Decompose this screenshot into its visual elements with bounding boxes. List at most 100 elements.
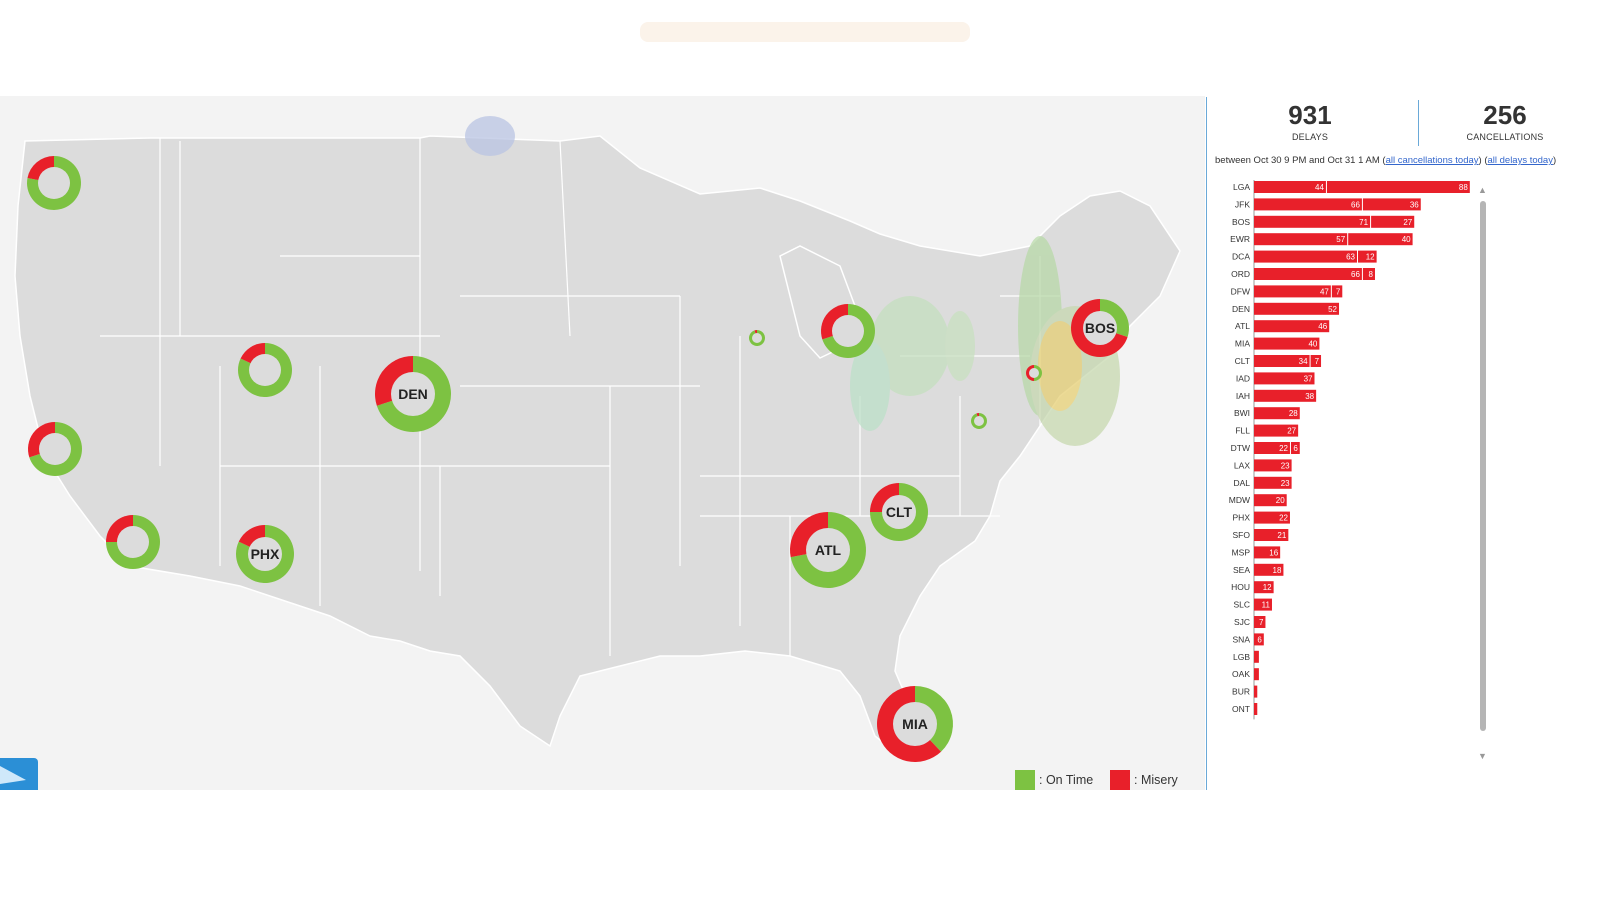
- bar-segment[interactable]: [1362, 268, 1375, 280]
- bar-segment[interactable]: [1254, 598, 1272, 611]
- bar-segment[interactable]: [1310, 355, 1322, 367]
- airport-donut-phx[interactable]: PHX: [235, 525, 294, 583]
- bar-value-label: 40: [1402, 235, 1411, 244]
- scroll-down-icon[interactable]: ▼: [1478, 751, 1487, 761]
- bar-segment[interactable]: [1254, 424, 1299, 437]
- play-arrow-icon: [0, 766, 26, 784]
- bar-segment[interactable]: [1254, 181, 1326, 193]
- bar-value-label: 11: [1262, 601, 1271, 610]
- airport-donut-bos[interactable]: BOS: [1070, 299, 1130, 357]
- bar-segment[interactable]: [1254, 476, 1292, 489]
- bar-segment[interactable]: [1254, 320, 1330, 333]
- range-suffix: ): [1552, 155, 1557, 166]
- bar-segment[interactable]: [1254, 215, 1371, 228]
- bar-segment[interactable]: [1254, 563, 1284, 576]
- airport-donut[interactable]: [970, 413, 987, 429]
- scroll-thumb[interactable]: [1480, 201, 1486, 731]
- bar-value-label: 12: [1263, 583, 1272, 592]
- bar-category-label: BUR: [1232, 687, 1250, 697]
- bar-value-label: 27: [1287, 427, 1296, 436]
- bar-segment[interactable]: [1254, 529, 1289, 541]
- cancellations-stat: 256 CANCELLATIONS: [1410, 98, 1600, 142]
- chart-scrollbar[interactable]: ▲ ▼: [1476, 185, 1490, 765]
- bar-segment[interactable]: [1254, 250, 1358, 263]
- bar-segment[interactable]: [1254, 668, 1259, 681]
- scroll-up-icon[interactable]: ▲: [1478, 185, 1487, 195]
- bar-segment[interactable]: [1254, 268, 1362, 280]
- airport-donut-atl[interactable]: ATL: [790, 512, 866, 589]
- bar-value-label: 71: [1359, 218, 1368, 227]
- bar-value-label: 12: [1366, 253, 1375, 262]
- us-map[interactable]: DEN PHX ATL CLT BOS MIA: [0, 96, 1205, 790]
- airport-code-label: DEN: [398, 386, 428, 402]
- bar-segment[interactable]: [1362, 198, 1421, 211]
- misery-swatch: [1110, 770, 1130, 790]
- bar-segment[interactable]: [1254, 581, 1274, 594]
- bar-segment[interactable]: [1358, 250, 1377, 263]
- nav-toggle-button[interactable]: [0, 758, 38, 790]
- bar-category-label: DEN: [1232, 304, 1250, 314]
- bar-value-label: 18: [1273, 566, 1282, 575]
- bar-segment[interactable]: [1371, 215, 1415, 228]
- bar-value-label: 63: [1346, 253, 1355, 262]
- airport-donut-clt[interactable]: CLT: [870, 483, 928, 541]
- airport-donut-mia[interactable]: MIA: [877, 686, 954, 762]
- bar-segment[interactable]: [1254, 703, 1258, 715]
- airport-donut[interactable]: [749, 330, 765, 346]
- bar-value-label: 7: [1315, 357, 1320, 366]
- airport-donut[interactable]: [106, 515, 160, 569]
- bar-segment[interactable]: [1254, 650, 1259, 663]
- delays-label: DELAYS: [1291, 132, 1329, 142]
- airport-donut[interactable]: [27, 156, 82, 210]
- bar-segment[interactable]: [1254, 633, 1264, 646]
- bar-segment[interactable]: [1348, 233, 1413, 246]
- airport-code-label: ATL: [815, 542, 842, 558]
- bar-segment[interactable]: [1254, 389, 1317, 402]
- bar-segment[interactable]: [1326, 181, 1470, 193]
- bar-segment[interactable]: [1254, 616, 1266, 628]
- bar-segment[interactable]: [1254, 198, 1362, 211]
- bar-category-label: DAL: [1233, 478, 1250, 488]
- bar-segment[interactable]: [1254, 233, 1348, 246]
- bar-segment[interactable]: [1254, 511, 1290, 524]
- bar-category-label: ATL: [1235, 321, 1250, 331]
- bar-segment[interactable]: [1254, 685, 1258, 698]
- bar-segment[interactable]: [1254, 442, 1290, 454]
- airport-donut-den[interactable]: DEN: [375, 356, 452, 432]
- bar-segment[interactable]: [1254, 372, 1315, 385]
- airport-donut[interactable]: [821, 304, 875, 358]
- panel-divider: [1206, 97, 1207, 790]
- bar-segment[interactable]: [1254, 546, 1281, 559]
- bar-value-label: 66: [1351, 270, 1360, 279]
- bar-segment[interactable]: [1254, 355, 1310, 367]
- bar-segment[interactable]: [1254, 494, 1287, 507]
- us-map-panel[interactable]: DEN PHX ATL CLT BOS MIA: [0, 96, 1205, 790]
- bar-segment[interactable]: [1254, 337, 1320, 350]
- bar-value-label: 47: [1320, 287, 1329, 296]
- bar-segment[interactable]: [1254, 285, 1331, 298]
- bar-value-label: 52: [1328, 305, 1337, 314]
- airport-donut[interactable]: [237, 343, 292, 398]
- bar-value-label: 38: [1305, 392, 1314, 401]
- bar-segment[interactable]: [1254, 407, 1300, 420]
- bar-category-label: OAK: [1232, 669, 1250, 679]
- bar-segment[interactable]: [1290, 442, 1300, 454]
- donut-hole: [38, 167, 70, 199]
- airport-markers[interactable]: DEN PHX ATL CLT BOS MIA: [27, 156, 1130, 762]
- bar-category-label: LGB: [1233, 652, 1250, 662]
- all-delays-link[interactable]: all delays today: [1487, 155, 1553, 166]
- airport-donut[interactable]: [27, 422, 83, 476]
- bar-value-label: 34: [1299, 357, 1308, 366]
- all-cancellations-link[interactable]: all cancellations today: [1385, 155, 1479, 166]
- airport-donut[interactable]: [1026, 365, 1042, 381]
- bar-value-label: 44: [1315, 183, 1324, 192]
- bar-value-label: 66: [1351, 200, 1360, 209]
- legend-on-time: : On Time: [1015, 770, 1093, 790]
- bar-segment[interactable]: [1254, 459, 1292, 472]
- bar-category-label: EWR: [1230, 234, 1250, 244]
- bar-category-label: SNA: [1233, 634, 1251, 644]
- bar-segment[interactable]: [1254, 302, 1340, 315]
- bar-category-label: BOS: [1232, 217, 1250, 227]
- bar-segment[interactable]: [1331, 285, 1343, 298]
